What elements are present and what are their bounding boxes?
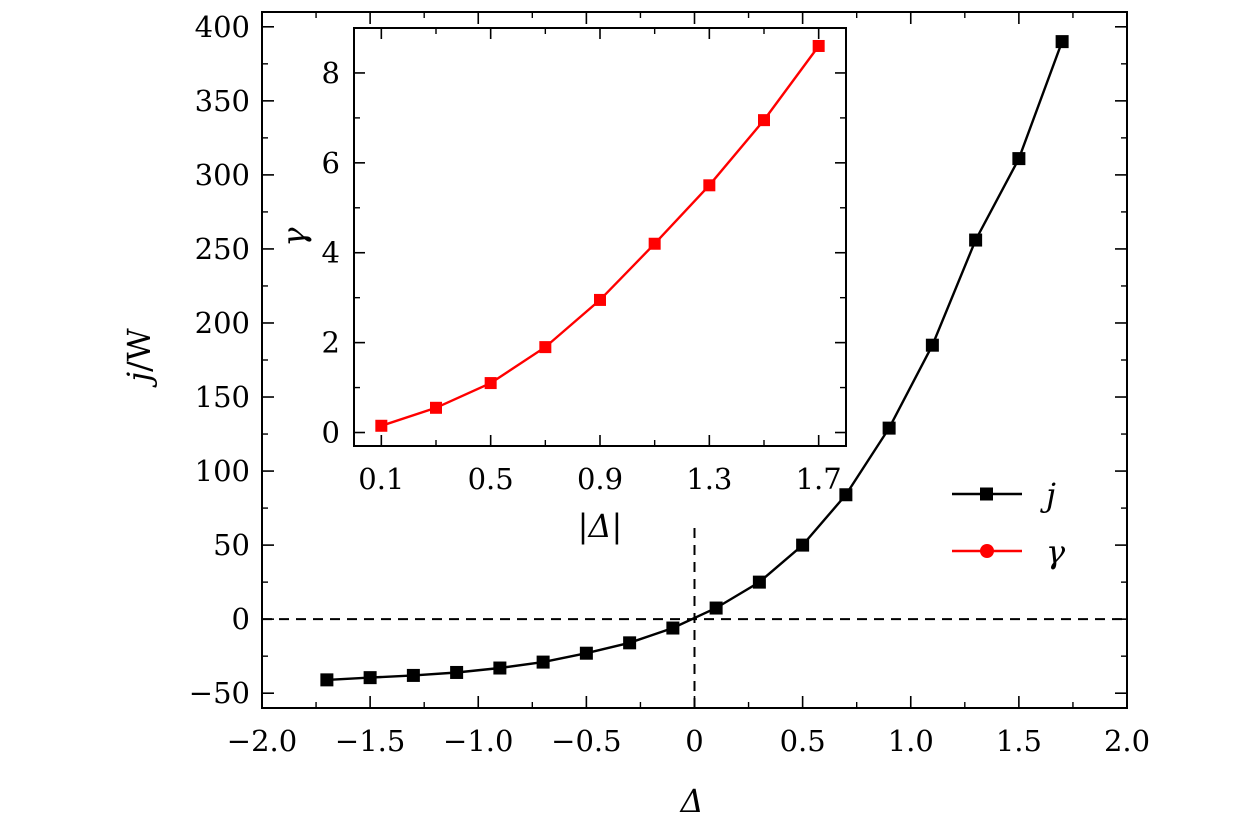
series-j-point xyxy=(363,671,377,685)
series-j-point xyxy=(969,233,983,247)
main-y-tick-label: 100 xyxy=(195,454,250,488)
main-x-tick-label: −1.0 xyxy=(443,724,513,758)
main-y-tick-label: 0 xyxy=(232,602,250,636)
legend-marker-gamma xyxy=(980,544,994,558)
series-gamma-point xyxy=(375,419,388,432)
series-j-point xyxy=(623,636,637,650)
series-gamma-point xyxy=(812,39,825,52)
main-y-tick-label: 400 xyxy=(195,10,250,44)
series-j-point xyxy=(493,661,507,675)
main-x-tick-label: −2.0 xyxy=(227,724,297,758)
main-x-tick-label: 2.0 xyxy=(1104,724,1150,758)
series-j-point xyxy=(882,421,896,435)
inset-y-tick-label: 0 xyxy=(322,416,340,450)
inset-y-tick-label: 4 xyxy=(322,236,340,270)
series-j-point xyxy=(1012,152,1026,166)
series-gamma-point xyxy=(758,114,770,127)
main-x-tick-label: 0 xyxy=(685,724,703,758)
series-j-point xyxy=(925,338,939,352)
series-gamma-point xyxy=(484,377,497,390)
series-j-point xyxy=(666,621,680,635)
series-j-point xyxy=(406,668,420,682)
series-gamma-point xyxy=(703,179,716,192)
series-j-point xyxy=(796,538,810,552)
inset-x-tick-label: 0.1 xyxy=(358,462,404,496)
series-j-point xyxy=(1055,35,1069,49)
main-y-tick-label: −50 xyxy=(189,676,250,710)
series-j-point xyxy=(579,646,593,660)
main-x-tick-label: −0.5 xyxy=(551,724,621,758)
series-j-point xyxy=(536,655,550,669)
inset-x-tick-label: 1.3 xyxy=(686,462,732,496)
main-y-tick-label: 350 xyxy=(195,84,250,118)
main-y-tick-label: 200 xyxy=(195,306,250,340)
series-gamma-point xyxy=(594,293,606,306)
main-x-tick-label: −1.5 xyxy=(335,724,405,758)
legend-marker-j xyxy=(980,487,993,501)
inset-y-tick-label: 6 xyxy=(322,146,340,180)
inset-x-tick-label: 0.5 xyxy=(468,462,514,496)
series-gamma-point xyxy=(430,401,442,414)
series-j-point xyxy=(839,488,853,502)
series-gamma-point xyxy=(539,341,552,354)
inset-x-axis-title: |Δ| xyxy=(578,507,623,545)
legend-label-j: j xyxy=(1040,476,1056,514)
main-y-tick-label: 300 xyxy=(195,158,250,192)
main-x-axis-title: Δ xyxy=(678,782,703,820)
inset-x-tick-label: 0.9 xyxy=(577,462,623,496)
series-j-point xyxy=(709,601,723,615)
legend: jγ xyxy=(952,476,1066,571)
series-gamma-point xyxy=(648,237,661,250)
main-y-axis-title-unit: /W xyxy=(120,328,158,372)
inset-frame xyxy=(353,27,847,447)
series-j-point xyxy=(752,575,766,589)
main-x-tick-label: 1.5 xyxy=(996,724,1042,758)
main-y-axis-title-var: j xyxy=(120,372,158,388)
inset-y-tick-label: 8 xyxy=(322,56,340,90)
legend-label-gamma: γ xyxy=(1046,533,1066,571)
series-j-line xyxy=(326,41,1064,682)
main-y-tick-label: 150 xyxy=(195,380,250,414)
main-y-tick-label: 250 xyxy=(195,232,250,266)
main-plot: −2.0 −1.5 −1.0 −0.5 0 0.5 1.0 1.5 2.0 −50 0 50 100 15… xyxy=(120,10,1150,820)
inset-x-tick-label: 1.7 xyxy=(796,462,842,496)
series-j-point xyxy=(320,673,334,687)
main-x-tick-label: 0.5 xyxy=(780,724,826,758)
inset-y-axis-title: γ xyxy=(275,227,313,247)
inset-plot: 0.1 0.5 0.9 1.3 1.7 0 2 4 6 8 |Δ| γ xyxy=(275,27,847,545)
series-j-point xyxy=(450,665,464,679)
main-x-tick-label: 1.0 xyxy=(888,724,934,758)
main-y-axis-title: j/W xyxy=(120,328,158,388)
main-y-tick-label: 50 xyxy=(213,528,250,562)
inset-y-tick-label: 2 xyxy=(322,326,340,360)
